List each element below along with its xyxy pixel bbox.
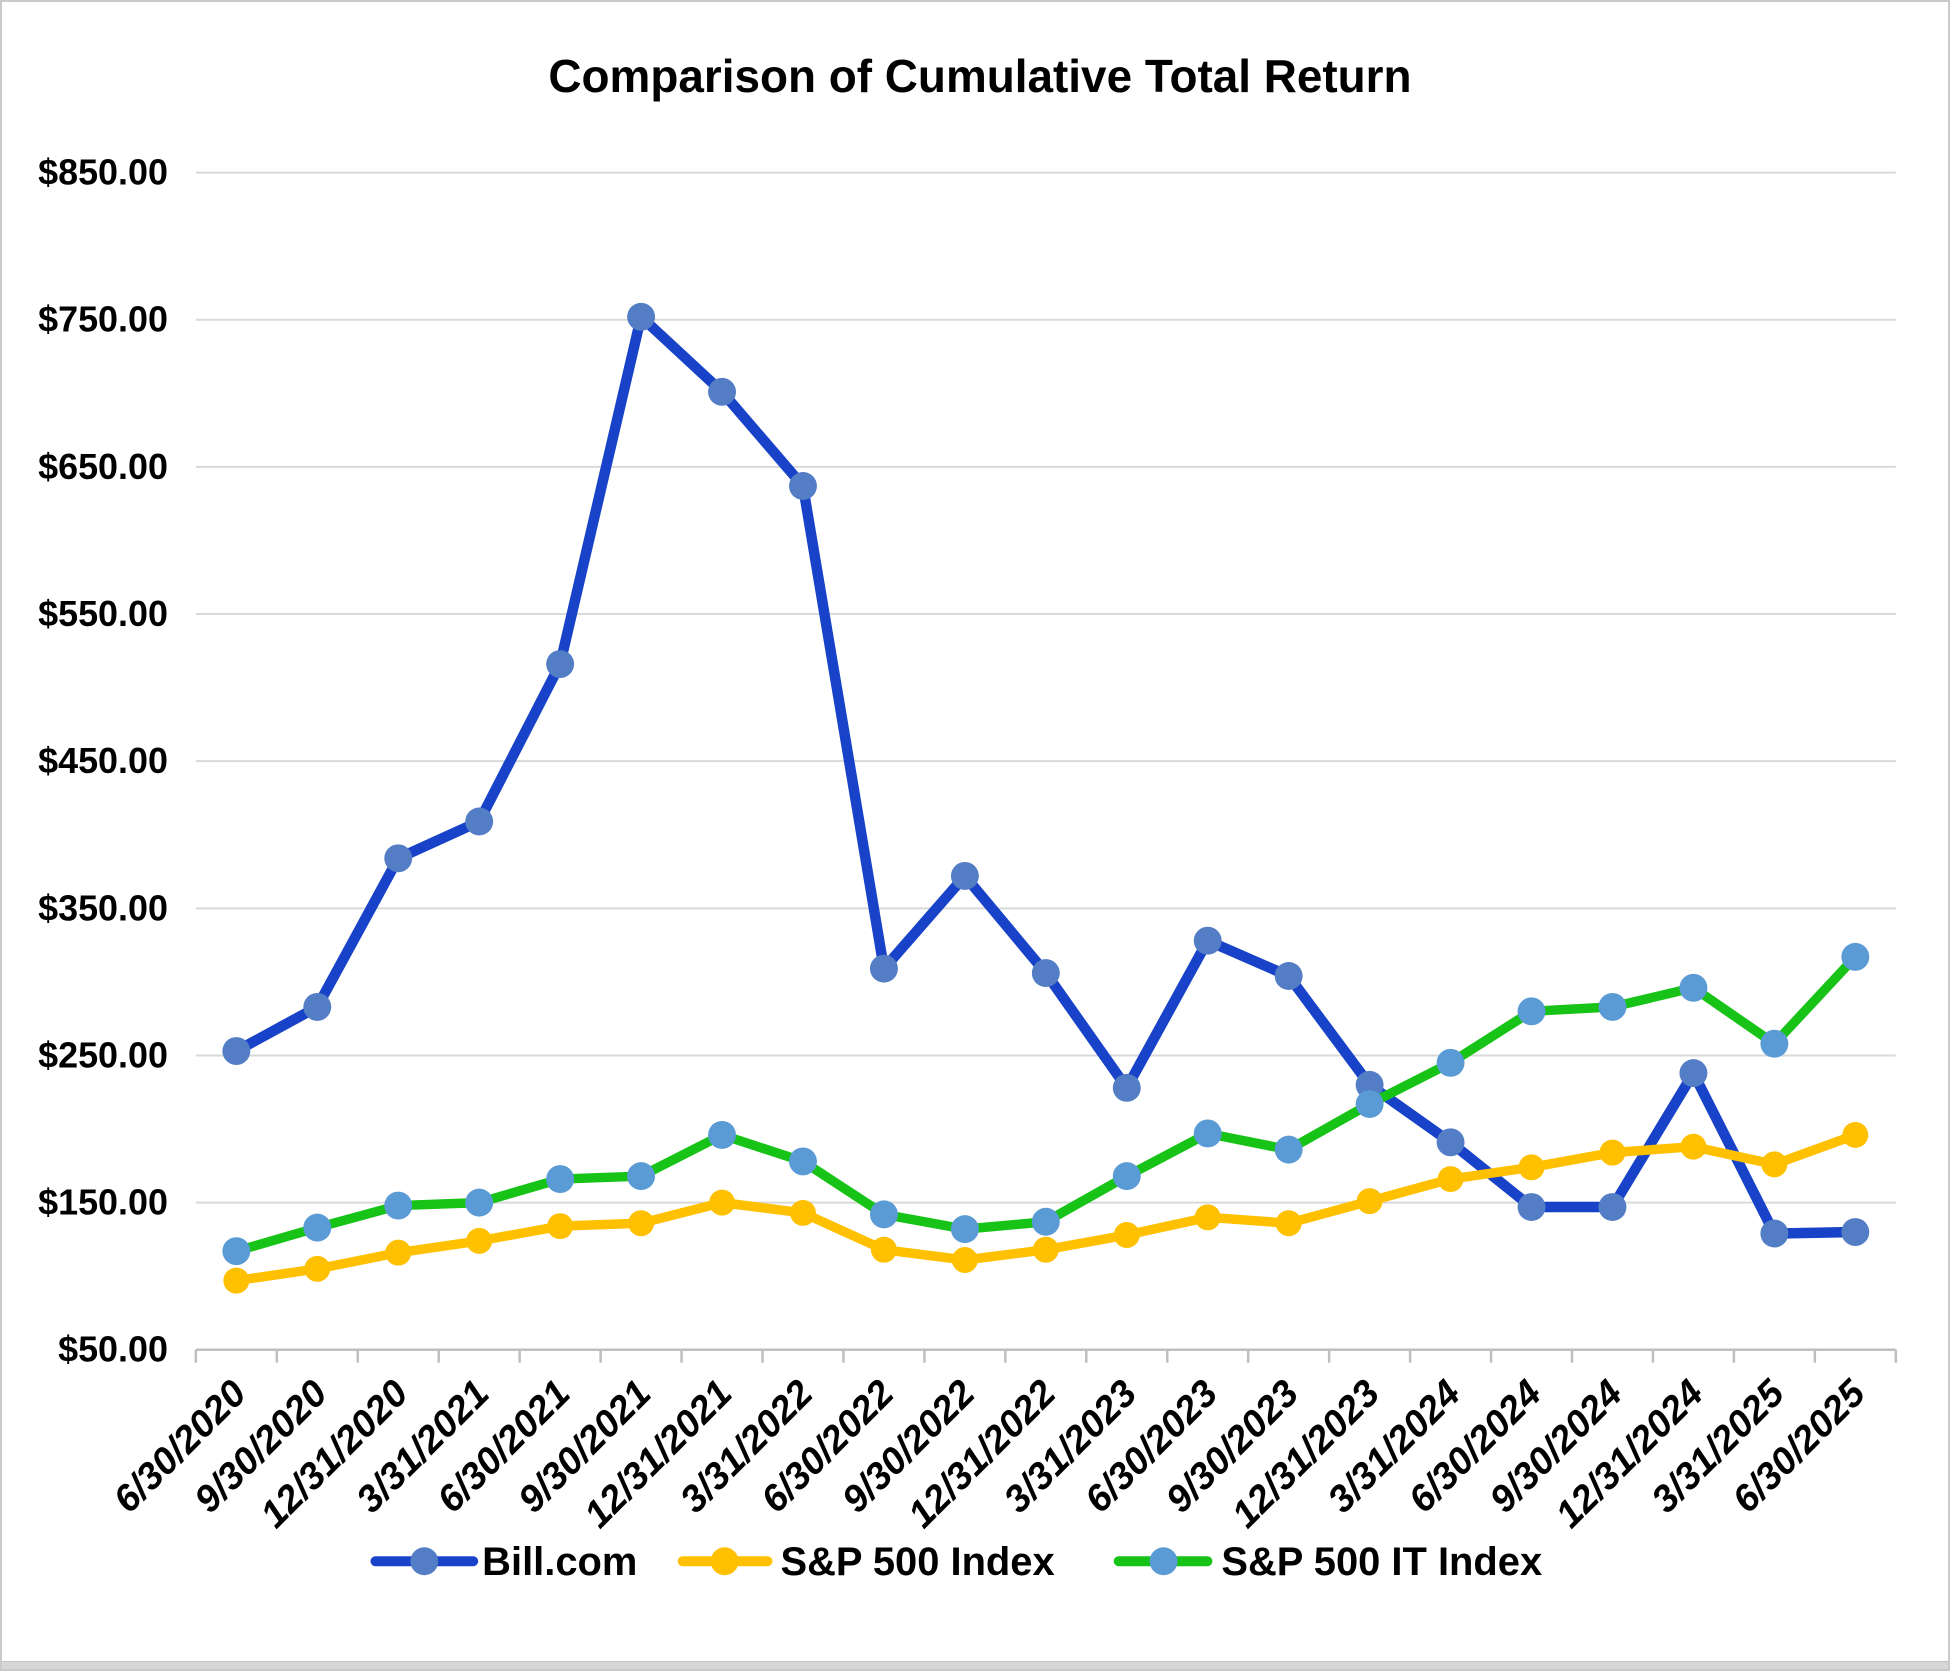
legend-swatch-marker-s-p-500-index	[710, 1547, 739, 1576]
marker-bill-com	[708, 377, 737, 406]
marker-bill-com	[1517, 1193, 1546, 1221]
legend-label: S&P 500 Index	[780, 1540, 1054, 1584]
y-axis-label: $850.00	[38, 152, 168, 193]
marker-s-p-500-index	[628, 1210, 655, 1237]
marker-s-p-500-it-index	[1598, 992, 1627, 1021]
marker-s-p-500-it-index	[1112, 1162, 1141, 1191]
marker-bill-com	[1436, 1128, 1465, 1157]
marker-s-p-500-index	[1680, 1133, 1707, 1160]
legend-item-bill-com: Bill.com	[370, 1540, 637, 1584]
marker-s-p-500-it-index	[1436, 1048, 1465, 1077]
marker-s-p-500-it-index	[384, 1191, 413, 1220]
marker-bill-com	[1274, 962, 1303, 990]
marker-s-p-500-it-index	[869, 1200, 898, 1229]
marker-s-p-500-index	[1194, 1204, 1221, 1231]
marker-s-p-500-index	[709, 1189, 736, 1216]
marker-bill-com	[222, 1037, 251, 1066]
y-axis-label: $50.00	[58, 1329, 168, 1370]
marker-s-p-500-index	[547, 1213, 574, 1240]
marker-s-p-500-it-index	[1679, 973, 1708, 1002]
marker-bill-com	[1355, 1070, 1384, 1099]
legend: Bill.com S&P 500 Index S&P 500 IT Index	[370, 1540, 1542, 1584]
y-axis-label: $750.00	[38, 299, 168, 340]
legend-item-s-p-500-it-index: S&P 500 IT Index	[1113, 1540, 1542, 1584]
marker-bill-com	[1112, 1073, 1141, 1102]
legend-label: Bill.com	[482, 1540, 637, 1584]
marker-s-p-500-it-index	[789, 1147, 817, 1176]
legend-item-s-p-500-index: S&P 500 Index	[677, 1540, 1055, 1584]
marker-s-p-500-it-index	[1841, 942, 1870, 971]
grid-layer	[195, 171, 1896, 1204]
axis-layer	[194, 1348, 1898, 1363]
marker-bill-com	[1679, 1059, 1708, 1088]
marker-s-p-500-it-index	[627, 1162, 656, 1191]
legend-label: S&P 500 IT Index	[1221, 1540, 1542, 1584]
marker-s-p-500-index	[1032, 1236, 1059, 1263]
marker-s-p-500-it-index	[1760, 1029, 1789, 1058]
marker-bill-com	[384, 844, 413, 873]
marker-s-p-500-it-index	[1517, 997, 1546, 1026]
marker-s-p-500-index	[1437, 1166, 1464, 1193]
y-axis-label: $350.00	[38, 887, 168, 928]
y-axis-label: $550.00	[38, 593, 168, 634]
marker-s-p-500-index	[304, 1255, 331, 1282]
marker-bill-com	[465, 807, 494, 836]
y-axis-label: $250.00	[38, 1034, 168, 1075]
marker-s-p-500-it-index	[708, 1120, 737, 1149]
marker-s-p-500-it-index	[1031, 1207, 1060, 1236]
marker-s-p-500-index	[1842, 1121, 1869, 1148]
marker-bill-com	[1031, 959, 1060, 988]
marker-s-p-500-index	[1356, 1188, 1383, 1215]
y-axis-label: $450.00	[38, 740, 168, 781]
marker-s-p-500-it-index	[1274, 1135, 1303, 1164]
legend-swatch-marker-bill-com	[410, 1547, 439, 1576]
marker-s-p-500-index	[1599, 1139, 1626, 1166]
marker-s-p-500-index	[223, 1267, 250, 1294]
marker-bill-com	[950, 861, 979, 890]
chart-title: Comparison of Cumulative Total Return	[548, 50, 1411, 102]
marker-s-p-500-it-index	[546, 1165, 575, 1194]
marker-s-p-500-index	[466, 1227, 493, 1254]
marker-bill-com	[546, 650, 575, 679]
marker-s-p-500-index	[790, 1199, 816, 1226]
marker-bill-com	[1760, 1219, 1789, 1248]
marker-s-p-500-index	[1761, 1151, 1788, 1178]
marker-s-p-500-index	[870, 1236, 897, 1263]
marker-bill-com	[869, 954, 898, 983]
legend-swatch-marker-s-p-500-it-index	[1149, 1547, 1178, 1576]
marker-s-p-500-index	[1113, 1222, 1140, 1248]
label-layer: $850.00 $750.00 $650.00 $550.00 $450.00 $350.…	[38, 152, 1874, 1537]
series-line-bill-com	[231, 311, 1861, 1239]
window-bottom-strip	[2, 1661, 1948, 1669]
y-axis-label: $150.00	[38, 1182, 168, 1223]
series-layer	[222, 302, 1870, 1294]
marker-s-p-500-index	[951, 1247, 978, 1273]
marker-s-p-500-it-index	[303, 1213, 332, 1242]
marker-bill-com	[1193, 926, 1222, 955]
marker-s-p-500-it-index	[222, 1237, 251, 1266]
marker-s-p-500-index	[385, 1239, 412, 1266]
marker-bill-com	[789, 472, 817, 500]
marker-s-p-500-it-index	[950, 1215, 979, 1244]
y-axis-label: $650.00	[38, 446, 168, 487]
marker-bill-com	[1841, 1218, 1870, 1247]
marker-bill-com	[1598, 1193, 1627, 1221]
marker-s-p-500-index	[1275, 1210, 1302, 1237]
marker-bill-com	[303, 992, 332, 1021]
marker-s-p-500-index	[1518, 1154, 1545, 1181]
marker-s-p-500-it-index	[1355, 1090, 1384, 1118]
marker-s-p-500-it-index	[1193, 1119, 1222, 1148]
marker-bill-com	[627, 302, 656, 331]
marker-s-p-500-it-index	[465, 1188, 494, 1217]
